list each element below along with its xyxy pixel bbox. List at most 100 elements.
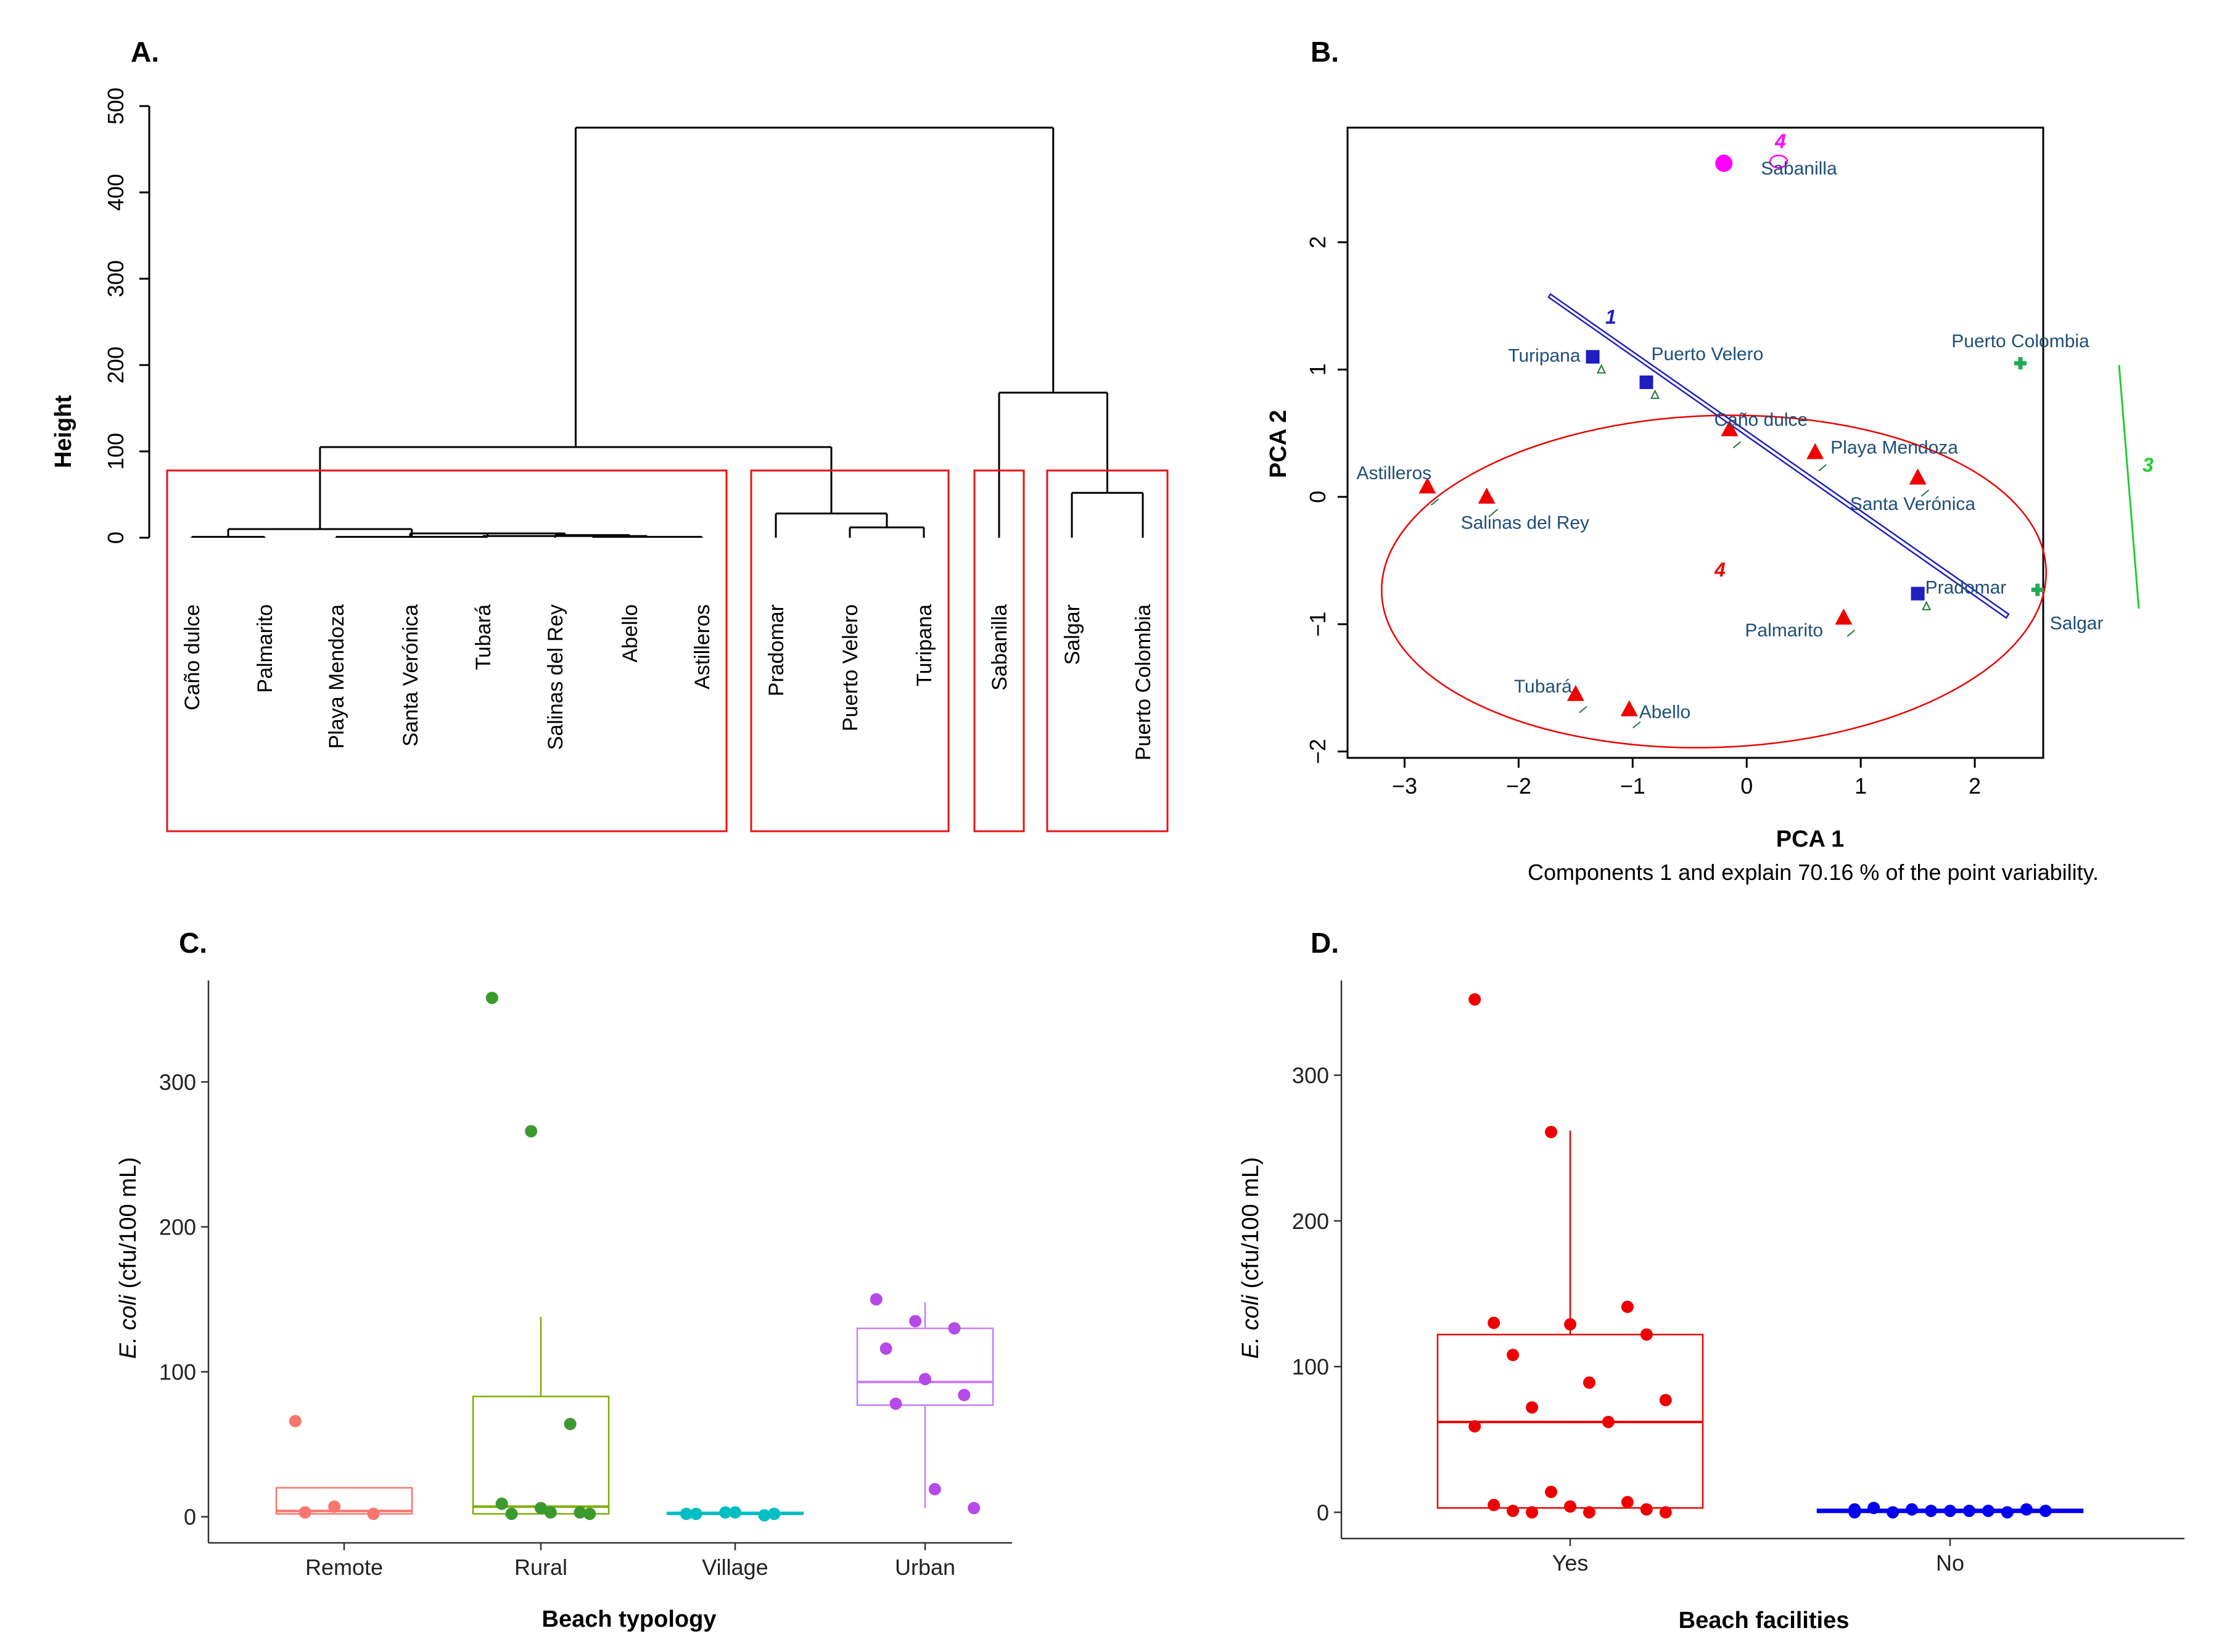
cluster-rectangle bbox=[166, 469, 728, 832]
pca-point-label: Puerto Colombia bbox=[1951, 331, 2089, 351]
data-point bbox=[758, 1509, 771, 1522]
pca-point-marker bbox=[1430, 498, 1439, 506]
panel-c-letter: C. bbox=[179, 927, 207, 959]
data-point bbox=[1468, 993, 1481, 1006]
panel-a-y-tick-label: 100 bbox=[103, 433, 128, 470]
data-point bbox=[968, 1502, 981, 1514]
pca-point bbox=[1721, 420, 1739, 437]
panel-b-x-tick-label: −3 bbox=[1392, 773, 1417, 799]
box bbox=[275, 1487, 413, 1515]
panel-d-boxplot: D. Beach facilities E. coli (cfu/100 mL)… bbox=[1238, 927, 2184, 1634]
data-point bbox=[768, 1507, 781, 1520]
data-point bbox=[1488, 1317, 1500, 1329]
data-point bbox=[2020, 1503, 2033, 1516]
pca-point bbox=[1909, 468, 1927, 485]
pca-point-label: Puerto Velero bbox=[1651, 344, 1763, 364]
panel-a-y-axis-title: Height bbox=[51, 395, 76, 469]
x-tick-label: Yes bbox=[1552, 1550, 1589, 1576]
panel-b-y-tick-label: −1 bbox=[1305, 612, 1330, 637]
data-point bbox=[1526, 1506, 1539, 1519]
data-point bbox=[1659, 1506, 1672, 1519]
panel-c-plot-area: 0 100 200 300 Remote Rural Village Urban bbox=[159, 992, 994, 1580]
pca-point bbox=[1806, 443, 1824, 459]
leaf-label: Tubará bbox=[472, 604, 495, 670]
data-point bbox=[1621, 1301, 1634, 1313]
panel-a-leaves: Caño dulce Palmarito Playa Mendoza Santa Ve… bbox=[181, 604, 1155, 760]
y-tick-label: 300 bbox=[159, 1070, 196, 1095]
pca-point bbox=[1620, 700, 1638, 717]
cluster-rectangle bbox=[973, 469, 1025, 832]
x-tick-label: Village bbox=[702, 1555, 768, 1580]
pca-point-marker bbox=[1732, 441, 1742, 449]
leaf-label: Abello bbox=[619, 604, 642, 663]
panel-b-y-tick-label: 0 bbox=[1305, 491, 1330, 503]
panel-a-letter: A. bbox=[131, 36, 159, 68]
y-tick-label: 0 bbox=[184, 1505, 196, 1530]
data-point bbox=[1906, 1503, 1919, 1516]
data-point bbox=[289, 1415, 302, 1428]
cluster-1-hull bbox=[1547, 293, 2010, 619]
panel-a-y-tick-label: 400 bbox=[103, 174, 128, 211]
panel-b-plot-frame bbox=[1346, 126, 2044, 759]
leaf-label: Sabanilla bbox=[988, 604, 1011, 691]
data-point bbox=[1564, 1318, 1576, 1331]
pca-point-label: Santa Verónica bbox=[1850, 494, 1976, 514]
data-point bbox=[1488, 1498, 1500, 1511]
leaf-label: Pradomar bbox=[765, 604, 788, 696]
pca-point-label: Abello bbox=[1639, 702, 1690, 723]
data-point bbox=[495, 1497, 508, 1510]
data-point bbox=[485, 992, 498, 1005]
panel-d-plot-area: 0 100 200 300 Yes No bbox=[1292, 993, 2084, 1576]
data-point bbox=[1545, 1125, 1558, 1138]
pca-point-label: Salinas del Rey bbox=[1461, 513, 1589, 533]
cluster-3-hull bbox=[2118, 364, 2140, 609]
pca-point bbox=[2031, 583, 2044, 596]
cluster-4-ellipse bbox=[1380, 414, 2048, 749]
data-point bbox=[690, 1507, 702, 1520]
y-tick-label: 100 bbox=[1292, 1354, 1329, 1379]
y-tick-label: 0 bbox=[1317, 1500, 1329, 1525]
y-tick-label: 200 bbox=[159, 1215, 196, 1240]
pca-point-marker bbox=[1818, 464, 1827, 472]
pca-point-label: Pradomar bbox=[1925, 578, 2007, 598]
panel-b-x-tick-label: −1 bbox=[1620, 773, 1645, 799]
panel-b-points: Sabanilla Turipana Puerto Velero Pradomar Pu… bbox=[1356, 154, 2103, 729]
leaf-label: Turipana bbox=[913, 604, 936, 686]
data-point bbox=[1526, 1401, 1539, 1414]
data-point bbox=[909, 1315, 922, 1328]
leaf-label: Santa Verónica bbox=[399, 604, 422, 747]
panel-b-pca: B. PCA 1 PCA 2 Components 1 and explain … bbox=[1266, 36, 2154, 885]
panel-a-cluster-boxes bbox=[166, 469, 1169, 832]
leaf-label: Caño dulce bbox=[181, 604, 204, 710]
pca-point bbox=[1911, 586, 1925, 601]
data-point bbox=[1659, 1394, 1672, 1407]
panel-b-letter: B. bbox=[1311, 36, 1339, 68]
pca-point-label: Palmarito bbox=[1745, 620, 1823, 641]
y-tick-label: 100 bbox=[159, 1360, 196, 1385]
panel-a-y-tick-label: 200 bbox=[103, 347, 128, 384]
panel-b-x-ticks: −3 −2 −1 0 1 2 bbox=[1392, 758, 1981, 799]
pca-point-marker bbox=[1579, 705, 1587, 713]
pca-point-label: Astilleros bbox=[1356, 463, 1431, 483]
pca-point-label: Tubará bbox=[1514, 676, 1572, 697]
data-point bbox=[1507, 1505, 1520, 1518]
panel-a-y-tick-label: 500 bbox=[103, 88, 128, 125]
pca-point-marker bbox=[1596, 364, 1607, 374]
pca-point-marker bbox=[1650, 389, 1660, 399]
data-point bbox=[729, 1506, 741, 1519]
leaf-label: Palmarito bbox=[253, 604, 277, 693]
x-tick-label: Remote bbox=[305, 1555, 383, 1580]
panel-c-y-axis-title: E. coli (cfu/100 mL) bbox=[115, 1157, 141, 1358]
pca-point-marker bbox=[1632, 721, 1641, 729]
data-point bbox=[1640, 1503, 1653, 1516]
leaf-label: Puerto Colombia bbox=[1132, 604, 1155, 760]
panel-b-y-tick-label: 1 bbox=[1305, 363, 1330, 376]
data-point bbox=[535, 1502, 547, 1514]
data-point bbox=[1545, 1486, 1558, 1498]
panel-b-x-tick-label: 2 bbox=[1969, 773, 1981, 799]
panel-b-x-tick-label: 1 bbox=[1854, 773, 1867, 799]
data-point bbox=[919, 1373, 931, 1386]
y-tick-label: 200 bbox=[1292, 1209, 1329, 1234]
panel-b-y-tick-label: −2 bbox=[1305, 739, 1330, 764]
x-tick-label: Rural bbox=[514, 1555, 567, 1580]
